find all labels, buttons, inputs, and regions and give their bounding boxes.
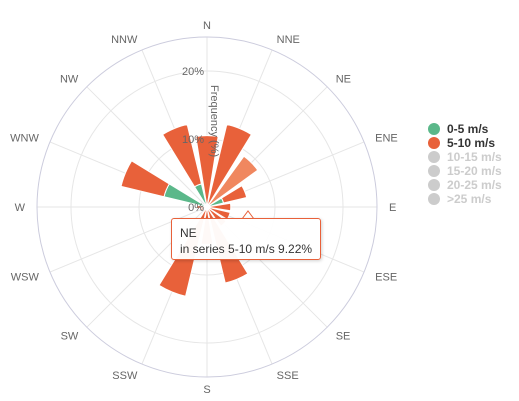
legend-label: 15-20 m/s bbox=[447, 164, 502, 178]
legend-symbol bbox=[428, 137, 440, 149]
radial-axis-title-text: Frequency (%) bbox=[208, 85, 220, 157]
direction-label-se: SE bbox=[336, 331, 351, 343]
bar-5-10-m-s-wsw[interactable] bbox=[199, 206, 208, 212]
legend-symbol bbox=[428, 123, 440, 135]
direction-label-nne: NNE bbox=[277, 34, 300, 46]
legend-item[interactable]: 5-10 m/s bbox=[428, 136, 502, 150]
pane-border bbox=[36, 36, 378, 378]
bar-5-10-m-s-n[interactable] bbox=[195, 135, 219, 208]
legend-label: 20-25 m/s bbox=[447, 178, 502, 192]
legend-item[interactable]: >25 m/s bbox=[428, 192, 502, 206]
direction-label-wsw: WSW bbox=[11, 272, 40, 284]
legend-label: 5-10 m/s bbox=[447, 136, 496, 150]
tick-label: 20% bbox=[182, 66, 204, 78]
direction-labels: N NNE NE ENE E ESE SE SSE S SSW SW WSW W WNW NW NNW bbox=[10, 20, 398, 396]
direction-label-sw: SW bbox=[61, 331, 79, 343]
legend-item[interactable]: 0-5 m/s bbox=[428, 122, 502, 136]
legend-label: 10-15 m/s bbox=[447, 150, 502, 164]
legend-item[interactable]: 20-25 m/s bbox=[428, 178, 502, 192]
legend-label: >25 m/s bbox=[447, 192, 492, 206]
legend-symbol bbox=[428, 193, 440, 205]
bar-5-10-m-s-nnw[interactable] bbox=[161, 123, 203, 188]
tick-label: 0% bbox=[188, 202, 204, 214]
direction-label-sse: SSE bbox=[277, 370, 299, 382]
bar-5-10-m-s-nne[interactable] bbox=[206, 123, 253, 208]
grid-spoke bbox=[49, 206, 208, 273]
direction-label-n: N bbox=[203, 20, 211, 32]
tooltip-pointer bbox=[241, 210, 255, 220]
direction-label-ese: ESE bbox=[375, 272, 397, 284]
bar-5-10-m-s-nw[interactable] bbox=[203, 203, 208, 208]
direction-label-e: E bbox=[389, 202, 396, 214]
direction-label-s: S bbox=[203, 384, 210, 396]
direction-label-w: W bbox=[15, 202, 26, 214]
radial-axis-title: Frequency (%) bbox=[208, 85, 220, 157]
direction-label-wnw: WNW bbox=[10, 132, 39, 144]
direction-label-ene: ENE bbox=[375, 132, 398, 144]
tooltip: NE in series 5-10 m/s 9.22% bbox=[171, 218, 321, 260]
legend-label: 0-5 m/s bbox=[447, 122, 489, 136]
bar-5-10-m-s-ne[interactable] bbox=[206, 155, 259, 208]
tooltip-text: in series 5-10 m/s 9.22% bbox=[180, 242, 313, 256]
legend-item[interactable]: 15-20 m/s bbox=[428, 164, 502, 178]
bar-5-10-m-s-w[interactable] bbox=[196, 204, 208, 210]
legend-item[interactable]: 10-15 m/s bbox=[428, 150, 502, 164]
bar-5-10-m-s-wnw[interactable] bbox=[120, 160, 171, 198]
bar-5-10-m-s-e[interactable] bbox=[206, 202, 232, 212]
direction-label-nnw: NNW bbox=[111, 34, 138, 46]
direction-label-nw: NW bbox=[60, 73, 79, 85]
bar-5-10-m-s-ene[interactable] bbox=[220, 184, 248, 204]
legend-symbol bbox=[428, 165, 440, 177]
tooltip-title: NE bbox=[180, 226, 197, 240]
grid-spoke bbox=[86, 86, 208, 208]
radial-tick-labels: 0% 10% 20% bbox=[182, 66, 204, 214]
direction-label-ssw: SSW bbox=[112, 370, 138, 382]
tick-label: 10% bbox=[182, 134, 204, 146]
legend: 0-5 m/s 5-10 m/s 10-15 m/s 15-20 m/s 20-25 m… bbox=[428, 122, 502, 206]
direction-label-ne: NE bbox=[336, 73, 351, 85]
legend-symbol bbox=[428, 151, 440, 163]
legend-symbol bbox=[428, 179, 440, 191]
